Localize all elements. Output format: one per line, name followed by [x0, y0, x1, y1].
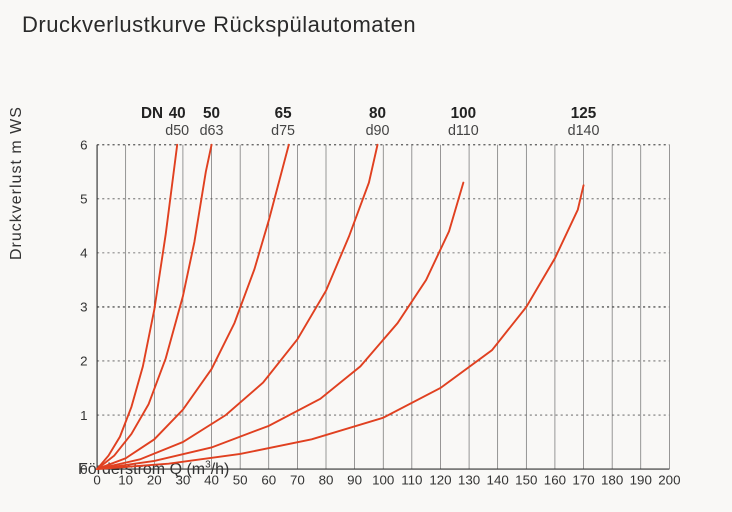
curve-dn100: [97, 183, 463, 469]
x-tick-label: 160: [544, 472, 566, 487]
x-tick-label: 180: [601, 472, 623, 487]
x-tick-label: 110: [401, 472, 422, 487]
x-tick-label: 200: [658, 472, 680, 487]
x-tick-label: 130: [458, 472, 480, 487]
d-label: d63: [200, 123, 224, 139]
y-axis-label: Druckverlust m WS: [8, 106, 26, 260]
dn-header: DN: [141, 105, 163, 122]
y-tick-label: 2: [80, 354, 87, 369]
y-tick-label: 6: [80, 138, 87, 153]
x-tick-label: 70: [290, 472, 305, 487]
x-tick-label: 50: [233, 472, 248, 487]
y-tick-label: 3: [80, 300, 87, 315]
x-tick-label: 20: [147, 472, 162, 487]
y-tick-label: 4: [80, 246, 88, 261]
x-tick-label: 170: [572, 472, 594, 487]
x-tick-label: 10: [118, 472, 133, 487]
x-tick-label: 80: [319, 472, 334, 487]
x-tick-label: 0: [93, 472, 100, 487]
y-tick-label: 1: [80, 408, 87, 423]
x-tick-label: 30: [176, 472, 191, 487]
x-tick-label: 40: [204, 472, 219, 487]
d-label: d140: [568, 123, 600, 139]
dn-label: 50: [203, 105, 220, 122]
x-tick-label: 120: [429, 472, 451, 487]
x-tick-label: 140: [487, 472, 509, 487]
y-tick-label: 5: [80, 192, 87, 207]
d-label: d50: [165, 123, 189, 139]
x-tick-label: 60: [261, 472, 276, 487]
x-tick-label: 150: [515, 472, 537, 487]
dn-label: 100: [451, 105, 476, 122]
dn-label: 80: [369, 105, 386, 122]
dn-label: 40: [169, 105, 186, 122]
dn-label: 125: [571, 105, 597, 122]
x-tick-label: 190: [630, 472, 652, 487]
x-tick-label: 90: [347, 472, 362, 487]
chart-title: Druckverlustkurve Rückspülautomaten: [22, 12, 416, 38]
chart-plot-area: 0102030405060708090100110120130140150160…: [78, 95, 678, 435]
y-tick-label: 0: [80, 462, 87, 477]
dn-label: 65: [275, 105, 292, 122]
curve-dn125: [97, 185, 583, 469]
x-tick-label: 100: [372, 472, 394, 487]
d-label: d110: [448, 123, 479, 139]
chart-svg: 0102030405060708090100110120130140150160…: [78, 95, 698, 495]
d-label: d90: [366, 123, 390, 139]
d-label: d75: [271, 123, 295, 139]
